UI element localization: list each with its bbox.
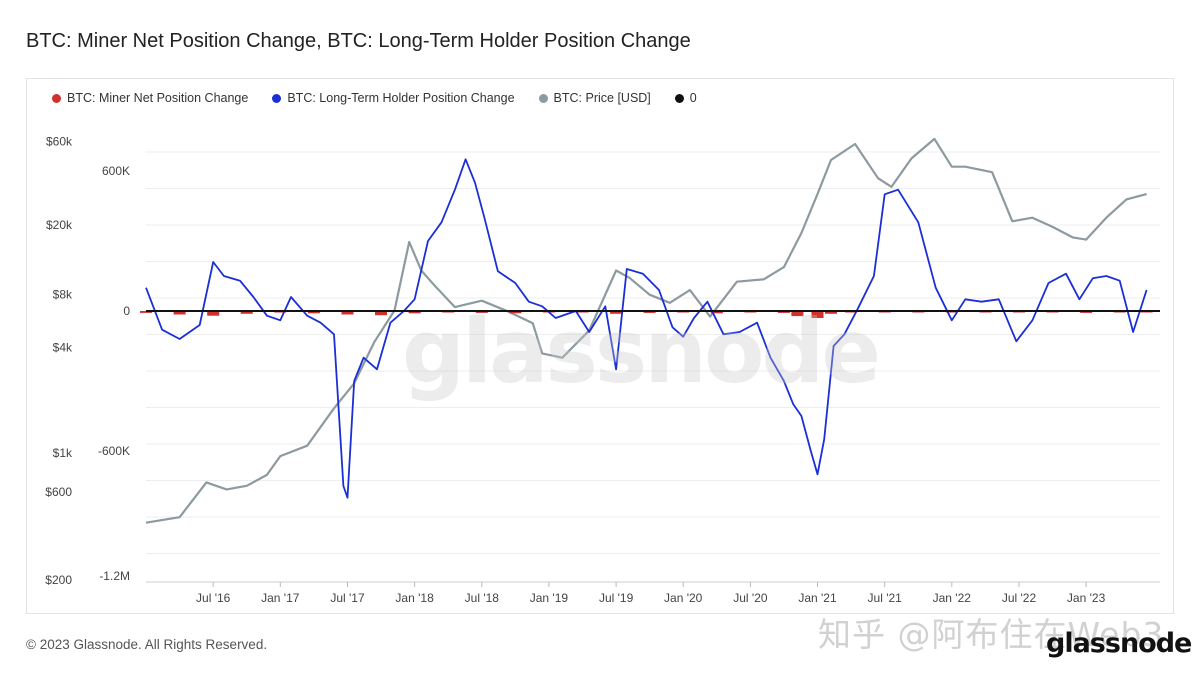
series-miner-bar xyxy=(173,311,186,315)
price-tick-label: $1k xyxy=(53,446,73,460)
glassnode-logo: glassnode xyxy=(1046,628,1192,659)
series-miner-bar xyxy=(791,311,804,317)
position-tick-label: 0 xyxy=(123,304,130,318)
price-tick-label: $60k xyxy=(46,134,73,148)
x-tick-label: Jan '20 xyxy=(664,591,703,605)
x-tick-label: Jul '17 xyxy=(330,591,365,605)
price-tick-label: $4k xyxy=(53,341,73,355)
legend-label: 0 xyxy=(689,91,697,105)
x-tick-label: Jul '22 xyxy=(1002,591,1037,605)
x-tick-label: Jul '18 xyxy=(465,591,500,605)
legend-label: BTC: Price [USD] xyxy=(553,91,651,105)
legend-item-lth[interactable]: BTC: Long-Term Holder Position Change xyxy=(272,91,515,105)
position-axis: 600K 0 -600K -1.2M xyxy=(98,164,130,583)
series-price-line xyxy=(145,137,1147,524)
series-miner-bar xyxy=(240,311,253,314)
legend-dot-icon xyxy=(272,93,282,103)
x-tick-label: Jul '21 xyxy=(868,591,903,605)
grid-lines xyxy=(146,151,1160,583)
legend-dot-icon xyxy=(52,93,61,103)
series-miner-bar xyxy=(710,311,723,314)
x-tick-label: Jul '20 xyxy=(733,591,768,605)
position-tick-label: 600K xyxy=(102,164,130,178)
price-tick-label: $200 xyxy=(45,573,72,587)
series-miner-bar xyxy=(408,311,421,314)
series-miner-bar xyxy=(811,311,824,318)
series-miner-bar xyxy=(207,311,220,316)
series-miner-bar xyxy=(375,311,387,316)
price-tick-label: $8k xyxy=(53,288,73,302)
x-tick-label: Jan '17 xyxy=(261,591,300,605)
legend-item-price[interactable]: BTC: Price [USD] xyxy=(538,91,651,105)
price-tick-label: $600 xyxy=(45,485,72,499)
series-miner-bar xyxy=(509,311,522,314)
x-tick-label: Jan '22 xyxy=(933,591,972,605)
legend-label: BTC: Long-Term Holder Position Change xyxy=(287,91,515,105)
chart-frame xyxy=(26,78,1174,614)
x-tick-label: Jan '23 xyxy=(1067,591,1106,605)
source-watermark: 知乎 @阿布住在Web3 xyxy=(818,615,1165,654)
page-title: BTC: Miner Net Position Change, BTC: Lon… xyxy=(26,30,691,52)
x-tick-label: Jan '21 xyxy=(798,591,837,605)
price-tick-label: $20k xyxy=(46,218,73,232)
price-axis: $200 $600 $1k $4k $8k $20k $60k xyxy=(45,134,73,587)
series-miner-bar xyxy=(825,311,837,314)
x-tick-label: Jul '19 xyxy=(599,591,634,605)
legend-dot-icon xyxy=(538,93,548,103)
x-axis: Jul '16 Jan '17 Jul '17 Jan '18 Jul '18 Jan '… xyxy=(196,582,1106,605)
series-lth-line xyxy=(145,158,1148,499)
chart-legend: BTC: Miner Net Position Change BTC: Long… xyxy=(52,91,697,105)
series-miner-bar xyxy=(610,311,623,314)
position-tick-label: -1.2M xyxy=(99,569,130,583)
series-layer xyxy=(140,137,1160,524)
legend-label: BTC: Miner Net Position Change xyxy=(67,91,249,105)
position-tick-label: -600K xyxy=(98,444,130,458)
copyright-text: © 2023 Glassnode. All Rights Reserved. xyxy=(26,637,268,652)
legend-dot-icon xyxy=(674,93,684,103)
legend-item-miner[interactable]: BTC: Miner Net Position Change xyxy=(52,91,248,105)
series-miner-bar xyxy=(307,311,320,314)
x-tick-label: Jan '19 xyxy=(530,591,569,605)
legend-item-zero[interactable]: 0 xyxy=(674,91,697,105)
x-tick-label: Jul '16 xyxy=(196,591,231,605)
series-miner-bar xyxy=(341,311,354,315)
x-tick-label: Jan '18 xyxy=(395,591,434,605)
